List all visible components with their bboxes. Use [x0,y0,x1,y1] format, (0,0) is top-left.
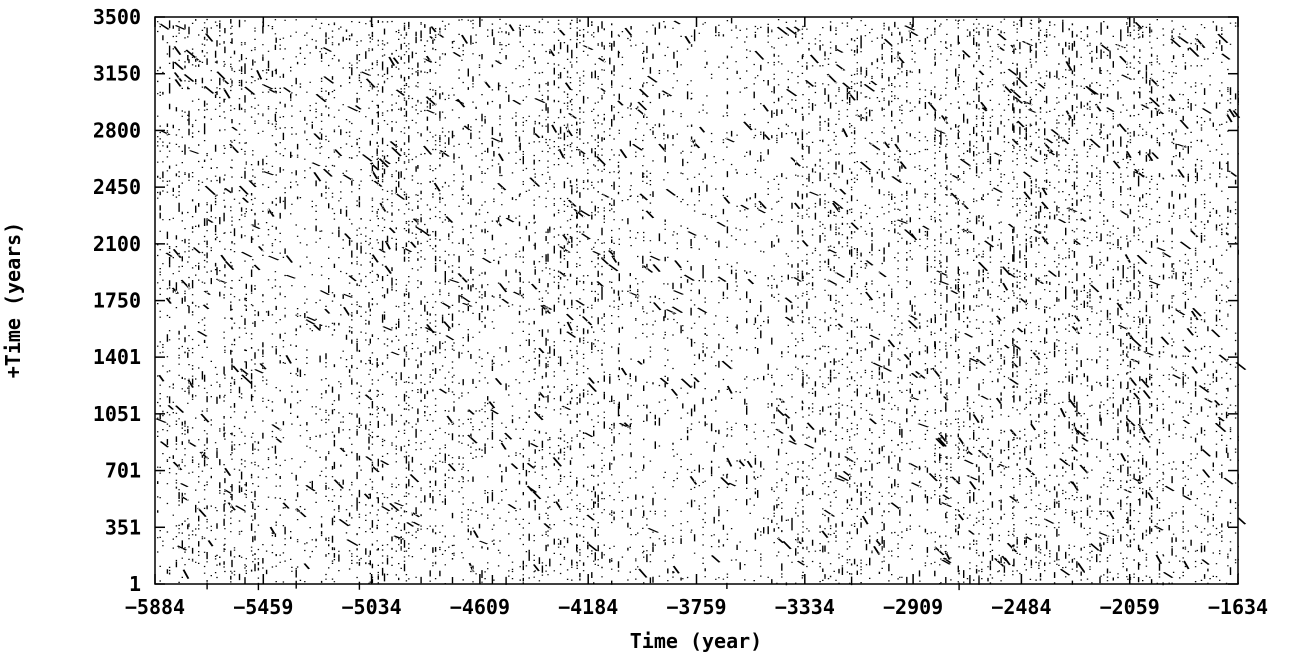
x-axis-label: Time (year) [630,629,762,653]
y-tick-label: 2100 [93,232,141,256]
x-tick-label: −2484 [991,595,1051,619]
y-tick-label: 3150 [93,62,141,86]
plot-frame [154,16,1239,585]
x-tick-label: −3334 [775,595,835,619]
y-tick-label: 1051 [93,402,141,426]
x-tick-label: −5459 [233,595,293,619]
x-tick-label: −2059 [1100,595,1160,619]
x-tick-label: −4609 [450,595,510,619]
y-tick-label: 1 [129,572,141,596]
x-tick-label: −5884 [125,595,185,619]
x-tick-label: −4184 [558,595,618,619]
x-axis-ticks: −5884 −5459 −5034 −4609 −4184 −3759 −3334 −2909… [125,17,1268,619]
y-tick-label: 2800 [93,118,141,142]
x-tick-label: −3759 [666,595,726,619]
y-tick-label: 701 [105,459,141,483]
y-tick-label: 1401 [93,345,141,369]
y-axis-label: +Time (years) [1,222,25,379]
x-tick-label: −5034 [341,595,401,619]
y-axis-ticks: 1 351 701 1051 1401 1750 2100 2450 2800 3150 3500 [93,5,1238,596]
data-points [155,18,1247,591]
y-tick-label: 351 [105,515,141,539]
y-tick-label: 2450 [93,175,141,199]
scatter-point-cloud [155,18,1247,591]
x-tick-label: −2909 [883,595,943,619]
y-tick-label: 3500 [93,5,141,29]
x-tick-label: −1634 [1208,595,1268,619]
y-tick-label: 1750 [93,289,141,313]
